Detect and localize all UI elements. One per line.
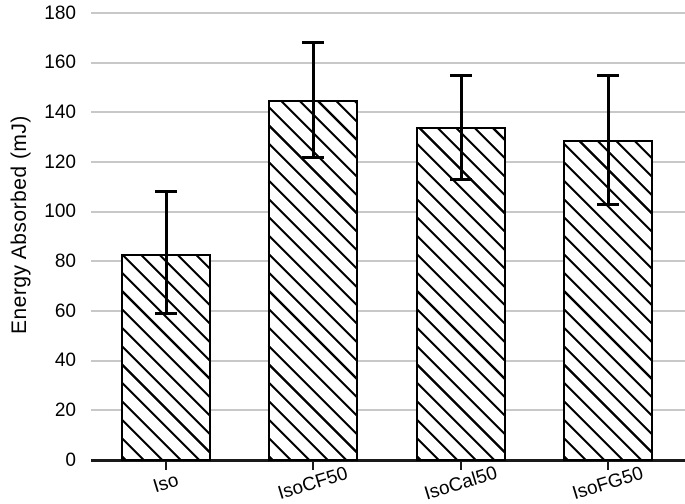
x-axis-line: [91, 458, 685, 462]
error-bar-cap-top: [450, 73, 472, 77]
gridline: [91, 61, 685, 64]
error-bar-cap-top: [597, 73, 619, 77]
bar: [268, 99, 358, 461]
y-tick-label: 80: [54, 251, 76, 272]
gridline: [91, 161, 685, 163]
gridline: [91, 12, 685, 14]
y-tick-label: 160: [44, 52, 76, 73]
error-bar-cap-bottom: [597, 202, 619, 206]
error-bar-line: [459, 75, 463, 180]
error-bar-line: [164, 191, 168, 314]
y-tick-label: 100: [44, 201, 76, 222]
y-tick-label: 40: [54, 350, 76, 371]
y-tick-label: 180: [44, 3, 76, 24]
gridline: [91, 210, 685, 213]
gridline: [91, 359, 685, 362]
bar: [563, 139, 653, 461]
error-bar-line: [606, 75, 610, 205]
x-axis-tick: [311, 461, 315, 470]
gridline: [91, 111, 685, 114]
x-axis-tick: [606, 461, 610, 470]
gridline: [91, 409, 685, 412]
error-bar-cap-top: [155, 190, 177, 194]
gridline: [91, 260, 685, 263]
y-tick-label: 60: [54, 301, 76, 322]
x-tick-label: Iso: [150, 469, 182, 498]
y-tick-label: 120: [44, 152, 76, 173]
y-tick-label: 20: [54, 400, 76, 421]
error-bar-cap-bottom: [450, 177, 472, 181]
error-bar-cap-bottom: [302, 155, 324, 159]
error-bar-line: [311, 42, 315, 158]
error-bar-cap-bottom: [155, 311, 177, 315]
y-tick-label: 140: [44, 102, 76, 123]
gridline: [91, 310, 685, 312]
bar: [416, 127, 506, 461]
y-tick-label: 0: [65, 450, 76, 471]
error-bar-cap-top: [302, 41, 324, 45]
x-axis-tick: [164, 461, 168, 470]
x-axis-tick: [459, 461, 463, 470]
